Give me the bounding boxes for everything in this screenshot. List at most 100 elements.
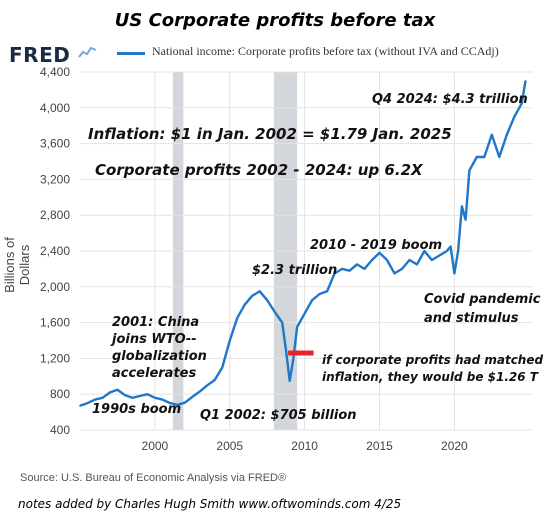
data-point [285, 348, 287, 351]
data-point [109, 391, 111, 394]
data-point [483, 156, 486, 158]
y-tick-label: 3,600 [40, 137, 70, 151]
y-tick-label: 4,400 [40, 65, 70, 79]
annotation-1990s-boom: 1990s boom [92, 402, 181, 417]
data-point [408, 259, 411, 261]
data-point [116, 388, 119, 391]
data-point [311, 299, 313, 302]
annotation-covid: and stimulus [424, 311, 519, 326]
data-point [258, 290, 261, 293]
data-point [228, 339, 231, 342]
annotation-q4-2024: Q4 2024: $4.3 trillion [372, 92, 528, 107]
y-tick-label: 2,000 [40, 280, 70, 294]
chart-title: US Corporate profits before tax [114, 10, 436, 31]
data-point [236, 317, 239, 319]
data-point [363, 268, 366, 270]
data-point [356, 263, 358, 266]
data-point [457, 250, 459, 252]
y-tick-label: 4,000 [40, 101, 70, 115]
data-point [386, 259, 388, 261]
annotation-q1-2002: Q1 2002: $705 billion [200, 408, 357, 423]
data-point [453, 272, 456, 275]
y-tick-label: 2,400 [40, 244, 70, 258]
data-point [393, 272, 396, 275]
x-tick-label: 2000 [142, 439, 169, 453]
data-point [243, 303, 246, 306]
annotation-2001-china: 2001: China [112, 315, 199, 330]
annotation-inflation-matched: inflation, they would be $1.26 T [322, 370, 539, 384]
data-point [191, 396, 194, 398]
data-point [318, 293, 321, 295]
y-tick-label: 2,800 [40, 208, 70, 222]
annotation-inflation: Inflation: $1 in Jan. 2002 = $1.79 Jan. … [88, 125, 452, 143]
data-point [176, 404, 179, 406]
annotation-2001-china: globalization [112, 349, 207, 364]
fred-logo: FRED [9, 43, 71, 67]
data-point [131, 396, 134, 399]
data-point [169, 402, 171, 404]
x-tick-label: 2015 [366, 439, 393, 453]
data-point [468, 169, 471, 172]
annotation-inflation-matched: if corporate profits had matched [322, 353, 543, 367]
annotation-2001-china: accelerates [112, 366, 196, 381]
fred-spark-icon [78, 46, 97, 58]
series-line [79, 80, 527, 407]
data-point [524, 80, 527, 82]
data-point [221, 366, 224, 369]
data-point [476, 156, 478, 158]
y-tick-label: 3,200 [40, 172, 70, 186]
data-point [146, 393, 149, 396]
data-point [281, 321, 283, 324]
data-point [206, 384, 209, 387]
data-point [326, 290, 328, 293]
y-tick-label: 1,600 [40, 316, 70, 330]
source-note: Source: U.S. Bureau of Economic Analysis… [20, 472, 287, 484]
data-point [266, 299, 268, 302]
data-point [124, 394, 126, 396]
data-point [86, 402, 89, 404]
data-point [213, 379, 216, 381]
data-point [161, 398, 164, 401]
data-point [401, 268, 403, 270]
y-tick-label: 1,200 [40, 351, 70, 365]
data-point [446, 250, 448, 252]
data-point [378, 251, 381, 254]
data-point [513, 115, 516, 118]
data-point [199, 390, 201, 393]
data-point [139, 395, 141, 397]
annotation-2010-2019-boom: 2010 - 2019 boom [310, 238, 442, 253]
data-point [184, 401, 186, 404]
data-point [94, 398, 96, 401]
data-point [438, 254, 441, 257]
annotation-profits-growth: Corporate profits 2002 - 2024: up 6.2X [95, 161, 424, 179]
data-point [296, 326, 298, 328]
data-point [371, 259, 373, 261]
y-tick-label: 800 [50, 387, 70, 401]
data-point [464, 218, 467, 221]
author-notes: notes added by Charles Hugh Smith www.of… [18, 497, 402, 511]
data-point [292, 357, 295, 360]
data-point [449, 245, 452, 248]
data-point [416, 263, 418, 266]
x-tick-label: 2010 [291, 439, 318, 453]
data-point [498, 156, 501, 158]
annotation-covid: Covid pandemic [424, 292, 541, 307]
data-point [431, 259, 433, 261]
data-point [273, 311, 276, 313]
data-point [303, 312, 306, 315]
data-point [348, 269, 351, 272]
legend-line-swatch [117, 52, 145, 55]
data-point [461, 205, 463, 208]
data-point [154, 396, 156, 399]
x-tick-label: 2005 [216, 439, 243, 453]
annotation-2-3-trillion: $2.3 trillion [252, 263, 337, 278]
data-point [341, 268, 343, 270]
legend-label: National income: Corporate profits befor… [152, 44, 499, 58]
annotation-2001-china: joins WTO-- [110, 332, 197, 347]
data-point [491, 133, 493, 136]
data-point [333, 272, 336, 275]
data-point [288, 379, 291, 382]
data-point [505, 133, 508, 136]
y-tick-label: 400 [50, 423, 70, 437]
